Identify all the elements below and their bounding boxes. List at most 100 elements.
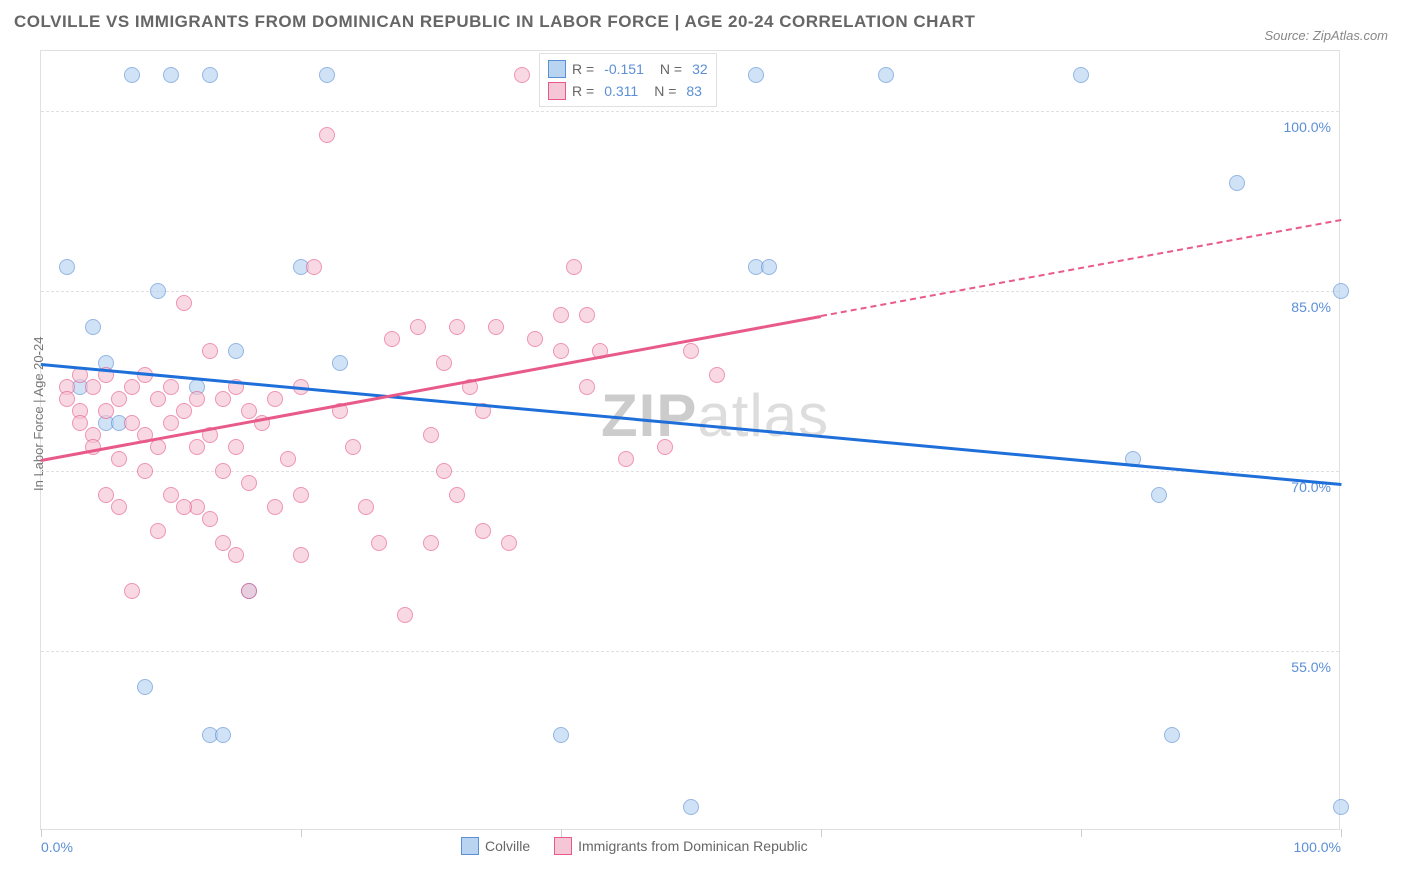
legend-correlation-row: R =-0.151N =32 xyxy=(548,58,708,80)
scatter-point xyxy=(579,307,595,323)
legend-correlation-row: R =0.311N =83 xyxy=(548,80,708,102)
legend-series-item: Immigrants from Dominican Republic xyxy=(554,837,808,855)
scatter-point xyxy=(397,607,413,623)
scatter-point xyxy=(176,403,192,419)
scatter-point xyxy=(163,67,179,83)
x-tick xyxy=(821,829,822,837)
scatter-point xyxy=(306,259,322,275)
trend-line-dashed xyxy=(821,219,1341,317)
scatter-point xyxy=(358,499,374,515)
scatter-point xyxy=(59,391,75,407)
legend-swatch xyxy=(548,60,566,78)
scatter-point xyxy=(215,727,231,743)
chart-title: COLVILLE VS IMMIGRANTS FROM DOMINICAN RE… xyxy=(14,12,975,32)
scatter-point xyxy=(137,463,153,479)
scatter-point xyxy=(267,391,283,407)
scatter-point xyxy=(215,463,231,479)
scatter-point xyxy=(1333,799,1349,815)
scatter-point xyxy=(111,391,127,407)
scatter-point xyxy=(124,67,140,83)
scatter-point xyxy=(449,487,465,503)
scatter-point xyxy=(137,679,153,695)
y-tick-label: 85.0% xyxy=(1291,299,1331,315)
scatter-point xyxy=(371,535,387,551)
scatter-point xyxy=(748,67,764,83)
scatter-point xyxy=(553,307,569,323)
scatter-point xyxy=(683,799,699,815)
scatter-point xyxy=(514,67,530,83)
x-tick xyxy=(561,829,562,837)
scatter-point xyxy=(1229,175,1245,191)
legend-series-item: Colville xyxy=(461,837,530,855)
legend-swatch xyxy=(554,837,572,855)
scatter-point xyxy=(202,67,218,83)
r-label: R = xyxy=(572,83,594,99)
scatter-point xyxy=(202,343,218,359)
scatter-point xyxy=(410,319,426,335)
scatter-point xyxy=(761,259,777,275)
scatter-point xyxy=(501,535,517,551)
scatter-point xyxy=(98,487,114,503)
scatter-point xyxy=(657,439,673,455)
legend-series: Colville Immigrants from Dominican Republ… xyxy=(461,837,808,855)
scatter-point xyxy=(163,487,179,503)
scatter-point xyxy=(709,367,725,383)
scatter-point xyxy=(527,331,543,347)
watermark-light: atlas xyxy=(697,382,829,449)
scatter-point xyxy=(150,439,166,455)
watermark: ZIPatlas xyxy=(601,381,829,450)
scatter-point xyxy=(150,391,166,407)
x-tick-label: 100.0% xyxy=(1294,839,1341,855)
scatter-point xyxy=(241,475,257,491)
legend-series-label: Immigrants from Dominican Republic xyxy=(578,838,808,854)
scatter-point xyxy=(215,391,231,407)
scatter-point xyxy=(202,511,218,527)
x-tick xyxy=(1341,829,1342,837)
legend-swatch xyxy=(461,837,479,855)
scatter-point xyxy=(215,535,231,551)
scatter-point xyxy=(579,379,595,395)
scatter-point xyxy=(124,379,140,395)
scatter-point xyxy=(1164,727,1180,743)
scatter-point xyxy=(241,583,257,599)
scatter-point xyxy=(189,391,205,407)
r-label: R = xyxy=(572,61,594,77)
scatter-point xyxy=(176,499,192,515)
legend-correlation: R =-0.151N =32R =0.311N =83 xyxy=(539,53,717,107)
scatter-point xyxy=(111,499,127,515)
scatter-point xyxy=(85,319,101,335)
source-attribution: Source: ZipAtlas.com xyxy=(1264,28,1388,43)
legend-series-label: Colville xyxy=(485,838,530,854)
plot-area: ZIPatlas In Labor Force | Age 20-24 R =-… xyxy=(40,50,1340,830)
scatter-point xyxy=(124,415,140,431)
scatter-point xyxy=(228,343,244,359)
scatter-point xyxy=(293,547,309,563)
scatter-point xyxy=(163,379,179,395)
n-label: N = xyxy=(660,61,682,77)
gridline-h xyxy=(41,111,1339,112)
y-tick-label: 55.0% xyxy=(1291,659,1331,675)
scatter-point xyxy=(228,547,244,563)
scatter-point xyxy=(436,463,452,479)
scatter-point xyxy=(150,523,166,539)
scatter-point xyxy=(189,439,205,455)
scatter-point xyxy=(618,451,634,467)
x-tick xyxy=(301,829,302,837)
scatter-point xyxy=(72,415,88,431)
scatter-point xyxy=(111,451,127,467)
gridline-h xyxy=(41,291,1339,292)
scatter-point xyxy=(683,343,699,359)
gridline-h xyxy=(41,651,1339,652)
legend-swatch xyxy=(548,82,566,100)
scatter-point xyxy=(878,67,894,83)
scatter-point xyxy=(280,451,296,467)
r-value: 0.311 xyxy=(604,83,638,99)
x-tick xyxy=(41,829,42,837)
scatter-point xyxy=(423,535,439,551)
scatter-point xyxy=(176,295,192,311)
scatter-point xyxy=(384,331,400,347)
n-label: N = xyxy=(654,83,676,99)
scatter-point xyxy=(267,499,283,515)
scatter-point xyxy=(228,439,244,455)
scatter-point xyxy=(449,319,465,335)
